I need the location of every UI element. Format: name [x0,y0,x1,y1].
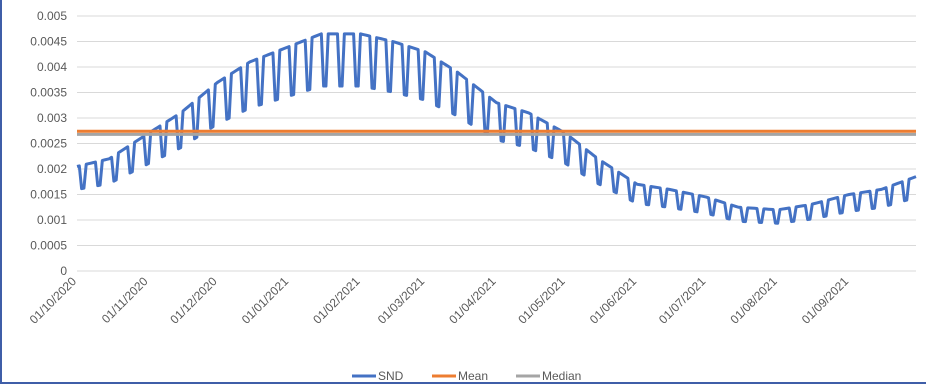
series-line-snd [76,32,917,225]
legend-label-median: Median [542,369,581,383]
x-tick-label: 01/02/2021 [310,274,363,327]
legend-label-mean: Mean [458,369,488,383]
x-tick-label: 01/01/2021 [239,274,292,327]
y-tick-label: 0.004 [37,60,67,74]
y-tick-label: 0.001 [37,213,67,227]
x-tick-label: 01/10/2020 [27,274,80,327]
x-tick-label: 01/06/2021 [587,274,640,327]
x-tick-label: 01/05/2021 [515,274,568,327]
y-tick-label: 0.002 [37,162,67,176]
x-tick-label: 01/11/2020 [99,274,151,326]
y-tick-label: 0 [60,264,67,278]
x-axis: 01/10/2020 01/11/2020 01/12/2020 01/01/2021… [27,274,852,327]
y-tick-label: 0.0005 [30,239,67,253]
y-tick-label: 0.0015 [30,188,67,202]
gridlines [77,15,916,272]
x-tick-label: 01/03/2021 [375,274,428,327]
y-tick-label: 0.005 [37,9,67,23]
x-tick-label: 01/12/2020 [167,274,220,327]
series-layer [76,32,917,225]
y-axis: 0 0.0005 0.001 0.0015 0.002 0.0025 0.003 0.0035… [30,9,67,278]
y-tick-label: 0.0025 [30,137,67,151]
y-tick-label: 0.0045 [30,35,67,49]
y-tick-label: 0.0035 [30,86,67,100]
legend: SND Mean Median [352,369,581,383]
y-tick-label: 0.003 [37,111,67,125]
x-tick-label: 01/07/2021 [656,274,709,327]
legend-label-snd: SND [378,369,404,383]
x-tick-label: 01/04/2021 [446,274,499,327]
x-tick-label: 01/08/2021 [727,274,780,327]
x-tick-label: 01/09/2021 [799,274,852,327]
